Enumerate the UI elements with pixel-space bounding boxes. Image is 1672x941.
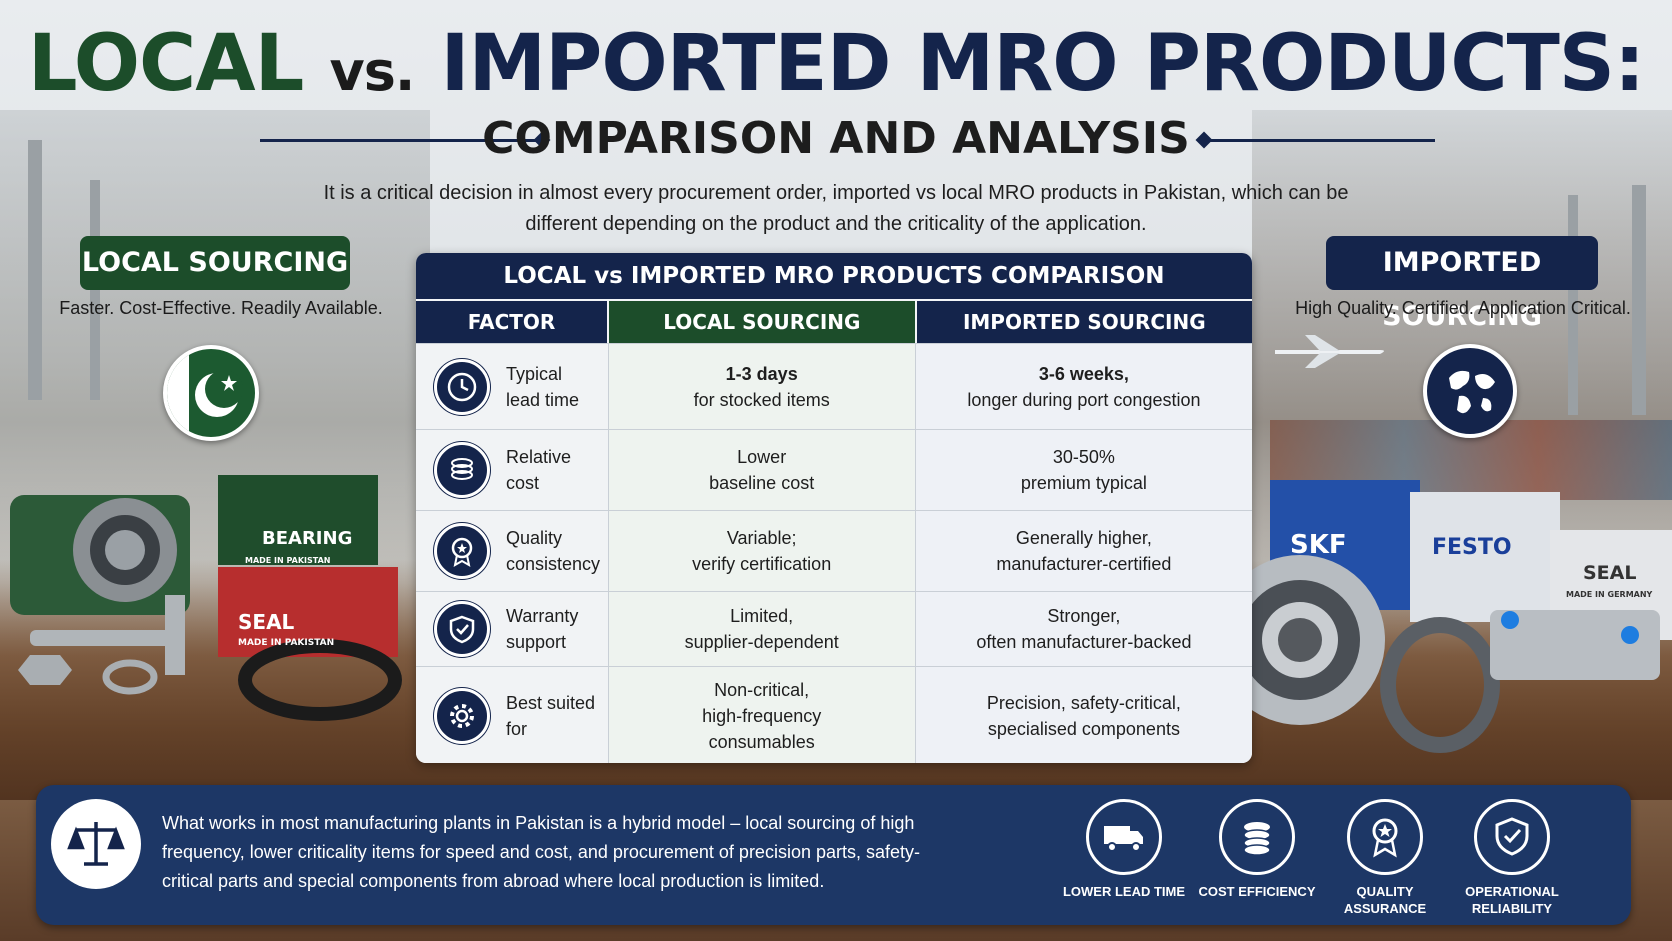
chimney: [1568, 195, 1578, 415]
benefit-quality-assurance: QUALITY ASSURANCE: [1315, 799, 1455, 917]
table-row-quality: Quality consistency Variable; verify cert…: [416, 510, 1252, 591]
local-value: for stocked items: [693, 389, 830, 410]
page-title: LOCAL vs. IMPORTED MRO PRODUCTS:: [27, 19, 1645, 109]
factor-cell: Best suited for: [416, 667, 608, 763]
scale-icon: [51, 799, 141, 889]
local-cell: Variable; verify certification: [607, 511, 915, 591]
benefit-label: COST EFFICIENCY: [1198, 884, 1316, 899]
local-cell: 1-3 days for stocked items: [607, 344, 915, 429]
benefit-lower-lead-time: LOWER LEAD TIME: [1054, 799, 1194, 900]
coins-icon: [434, 442, 490, 498]
factor-cell: Warranty support: [416, 592, 608, 666]
chimney: [1632, 185, 1646, 415]
factor-line: Best suited: [506, 692, 596, 713]
page-subtitle: COMPARISON AND ANALYSIS: [482, 113, 1190, 164]
shield-check-icon: [1474, 799, 1550, 875]
table-row-best-suited: Best suited for Non-critical, high-freque…: [416, 666, 1252, 763]
local-cell: Non-critical, high-frequency consumables: [607, 667, 915, 763]
factor-cell: Quality consistency: [416, 511, 608, 591]
table-row-lead-time: Typical lead time 1-3 days for stocked ite…: [416, 343, 1252, 429]
quality-badge-icon: [1347, 799, 1423, 875]
bearing-box-origin: MADE IN PAKISTAN: [245, 556, 331, 565]
benefit-operational-reliability: OPERATIONAL RELIABILITY: [1442, 799, 1582, 917]
local-value-bold: 1-3 days: [725, 363, 798, 384]
table-header-row: FACTOR LOCAL SOURCING IMPORTED SOURCING: [416, 299, 1252, 343]
local-cell: Limited, supplier-dependent: [607, 592, 915, 666]
imported-sourcing-badge: IMPORTED SOURCING: [1326, 236, 1598, 332]
header-local: LOCAL SOURCING: [607, 301, 915, 343]
factor-line: consistency: [506, 554, 601, 574]
divider-line: [260, 139, 540, 142]
gear-icon: [434, 687, 490, 744]
chimney: [90, 180, 100, 400]
local-cell: Lower baseline cost: [607, 430, 915, 510]
seal-germany-origin: MADE IN GERMANY: [1566, 590, 1653, 599]
comparison-table: LOCAL vs IMPORTED MRO PRODUCTS COMPARISO…: [416, 253, 1252, 763]
airplane-icon: [1275, 335, 1384, 368]
table-row-cost: Relative cost Lower baseline cost 30-50% …: [416, 429, 1252, 510]
imported-products-illustration: [1215, 480, 1672, 753]
factor-line: Warranty: [506, 606, 579, 626]
factor-line: lead time: [506, 389, 580, 410]
factor-cell: Typical lead time: [416, 344, 608, 429]
shield-check-icon: [434, 601, 490, 657]
imported-cell: 30-50% premium typical: [914, 430, 1252, 510]
imported-value-bold: 3-6 weeks,: [1038, 363, 1129, 384]
seal-germany-brand: SEAL: [1583, 562, 1637, 584]
skf-box-brand: SKF: [1290, 530, 1347, 560]
pakistan-flag-icon: [163, 345, 259, 441]
seal-box-origin: MADE IN PAKISTAN: [238, 638, 335, 648]
factor-line: Relative: [506, 447, 572, 467]
imported-cell: 3-6 weeks, longer during port congestion: [914, 344, 1252, 429]
bearing-box-brand: BEARING: [262, 528, 353, 549]
local-sourcing-badge: LOCAL SOURCING: [80, 236, 350, 290]
benefit-label: QUALITY ASSURANCE: [1343, 884, 1427, 916]
intro-text: It is a critical decision in almost ever…: [323, 182, 1349, 235]
clock-icon: [434, 358, 490, 415]
coins-icon: [1219, 799, 1295, 875]
chimney: [28, 140, 42, 400]
divider-line: [1205, 139, 1435, 142]
globe-icon: [1423, 344, 1517, 438]
subtitle-row: COMPARISON AND ANALYSIS: [0, 110, 1672, 170]
summary-text: What works in most manufacturing plants …: [162, 813, 921, 891]
factor-line: for: [506, 718, 528, 739]
imported-value: longer during port congestion: [967, 389, 1201, 410]
benefit-cost-efficiency: COST EFFICIENCY: [1187, 799, 1327, 900]
header-factor: FACTOR: [416, 301, 608, 343]
imported-cell: Precision, safety-critical, specialised …: [914, 667, 1252, 763]
factor-cell: Relative cost: [416, 430, 608, 510]
factor-line: cost: [506, 473, 540, 493]
local-products-illustration: [10, 475, 402, 721]
table-row-warranty: Warranty support Limited, supplier-depend…: [416, 591, 1252, 666]
factor-line: support: [506, 632, 567, 652]
benefit-label: OPERATIONAL RELIABILITY: [1465, 884, 1559, 916]
imported-cell: Stronger, often manufacturer-backed: [914, 592, 1252, 666]
header-imported: IMPORTED SOURCING: [914, 301, 1252, 343]
imported-tagline: High Quality. Certified. Application Cri…: [1295, 298, 1631, 318]
quality-badge-icon: [434, 523, 490, 579]
table-title: LOCAL vs IMPORTED MRO PRODUCTS COMPARISO…: [416, 253, 1252, 299]
festo-box-brand: FESTO: [1432, 535, 1512, 560]
factor-line: Quality: [506, 528, 563, 548]
truck-icon: [1086, 799, 1162, 875]
seal-box-brand: SEAL: [238, 610, 295, 634]
benefit-label: LOWER LEAD TIME: [1062, 884, 1186, 899]
summary-banner: What works in most manufacturing plants …: [36, 785, 1631, 925]
imported-cell: Generally higher, manufacturer-certified: [914, 511, 1252, 591]
local-tagline: Faster. Cost-Effective. Readily Availabl…: [59, 298, 383, 318]
factor-line: Typical: [506, 363, 563, 384]
